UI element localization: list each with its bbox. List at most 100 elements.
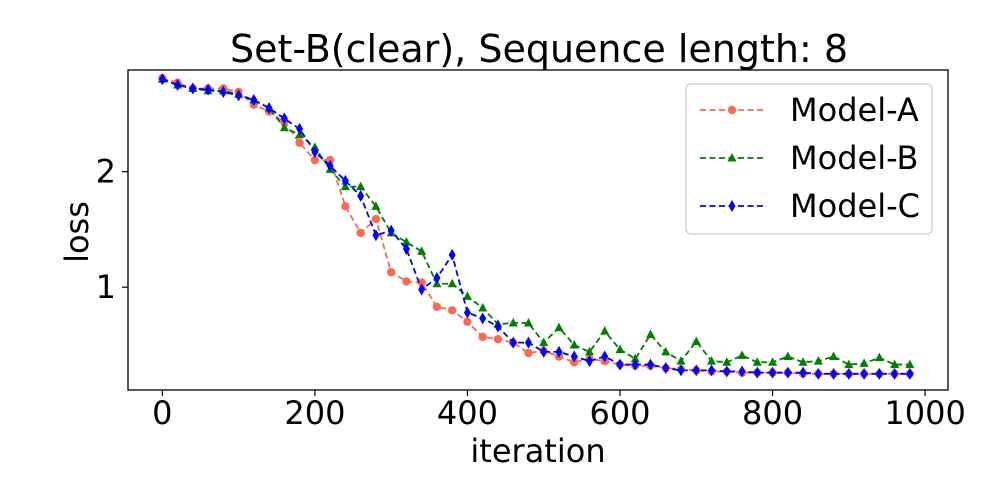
data-point (417, 278, 426, 287)
data-point (357, 189, 365, 202)
data-point (158, 73, 166, 86)
data-point (784, 366, 792, 379)
data-point (769, 366, 777, 379)
data-point (296, 122, 304, 135)
data-point (859, 358, 869, 367)
data-point (783, 351, 793, 360)
data-point (402, 243, 410, 256)
data-point (814, 367, 822, 380)
data-point (891, 367, 899, 380)
chart-title: Set-B(clear), Sequence length: 8 (230, 27, 848, 71)
data-point (235, 89, 243, 102)
data-point (387, 224, 395, 237)
data-point (753, 366, 761, 379)
data-point (708, 364, 716, 377)
data-point (829, 351, 839, 360)
data-point (509, 336, 517, 349)
data-point (906, 367, 914, 380)
data-point (890, 359, 900, 369)
data-point (874, 352, 884, 362)
data-point (555, 345, 563, 358)
data-point (341, 174, 349, 187)
data-point (402, 277, 411, 286)
data-point (479, 312, 487, 325)
data-point (905, 359, 915, 369)
data-point (845, 367, 853, 380)
data-point (662, 362, 670, 375)
data-point (768, 357, 778, 366)
legend: Model-A Model-B Model-C (685, 83, 933, 235)
y-tick-label: 2 (96, 153, 116, 191)
x-axis: 0 200 400 600 800 1000 (152, 390, 966, 432)
legend-marker (727, 153, 737, 162)
data-point (204, 83, 212, 96)
legend-box (685, 83, 933, 235)
data-point (265, 102, 273, 115)
legend-label: Model-A (790, 91, 919, 129)
data-point (875, 367, 883, 380)
data-point (584, 346, 594, 356)
data-point (524, 348, 533, 358)
data-point (462, 291, 472, 300)
y-axis-label: loss (58, 201, 96, 263)
data-point (844, 359, 854, 369)
data-point (647, 358, 655, 371)
legend-entry-model-c: Model-C (700, 187, 920, 225)
data-point (539, 337, 549, 347)
legend-label: Model-B (790, 139, 918, 177)
data-point (174, 79, 182, 92)
data-point (341, 202, 350, 211)
legend-label: Model-C (790, 187, 920, 225)
data-point (189, 82, 197, 95)
data-point (631, 358, 639, 371)
data-point (830, 367, 838, 380)
legend-entry-model-b: Model-B (700, 139, 918, 177)
data-point (448, 248, 456, 261)
data-point (600, 326, 610, 335)
plot-area (157, 73, 915, 380)
data-point (463, 317, 472, 327)
data-point (860, 367, 868, 380)
data-point (540, 345, 548, 358)
data-point (417, 246, 427, 255)
data-point (432, 302, 442, 312)
x-tick-label: 400 (437, 394, 498, 432)
data-point (493, 334, 503, 344)
data-point (250, 94, 258, 107)
data-point (371, 201, 381, 210)
data-point (463, 306, 471, 319)
data-point (279, 122, 289, 132)
data-point (677, 364, 685, 377)
data-point (813, 356, 823, 365)
data-point (356, 228, 365, 238)
data-point (569, 339, 579, 349)
data-point (646, 329, 656, 339)
data-point (447, 278, 457, 288)
plot-frame (127, 69, 949, 391)
data-point (356, 181, 366, 191)
data-point (799, 366, 807, 379)
legend-entry-model-a: Model-A (700, 91, 919, 129)
data-point (219, 85, 227, 98)
series-line-model-c (162, 78, 910, 375)
data-point (752, 357, 762, 366)
data-point (707, 356, 717, 365)
data-point (615, 344, 625, 354)
x-tick-label: 0 (152, 394, 172, 432)
data-point (676, 356, 686, 365)
data-point (554, 322, 564, 332)
series-model-c (158, 73, 914, 380)
data-point (616, 358, 624, 371)
data-point (326, 159, 334, 172)
data-point (372, 229, 380, 242)
legend-marker (727, 105, 737, 115)
data-point (722, 357, 732, 366)
data-point (508, 317, 518, 327)
data-point (691, 336, 701, 345)
x-tick-label: 600 (589, 394, 650, 432)
data-point (798, 357, 808, 366)
legend-marker (728, 200, 736, 212)
y-axis: 12 (96, 153, 128, 306)
data-point (601, 350, 609, 363)
